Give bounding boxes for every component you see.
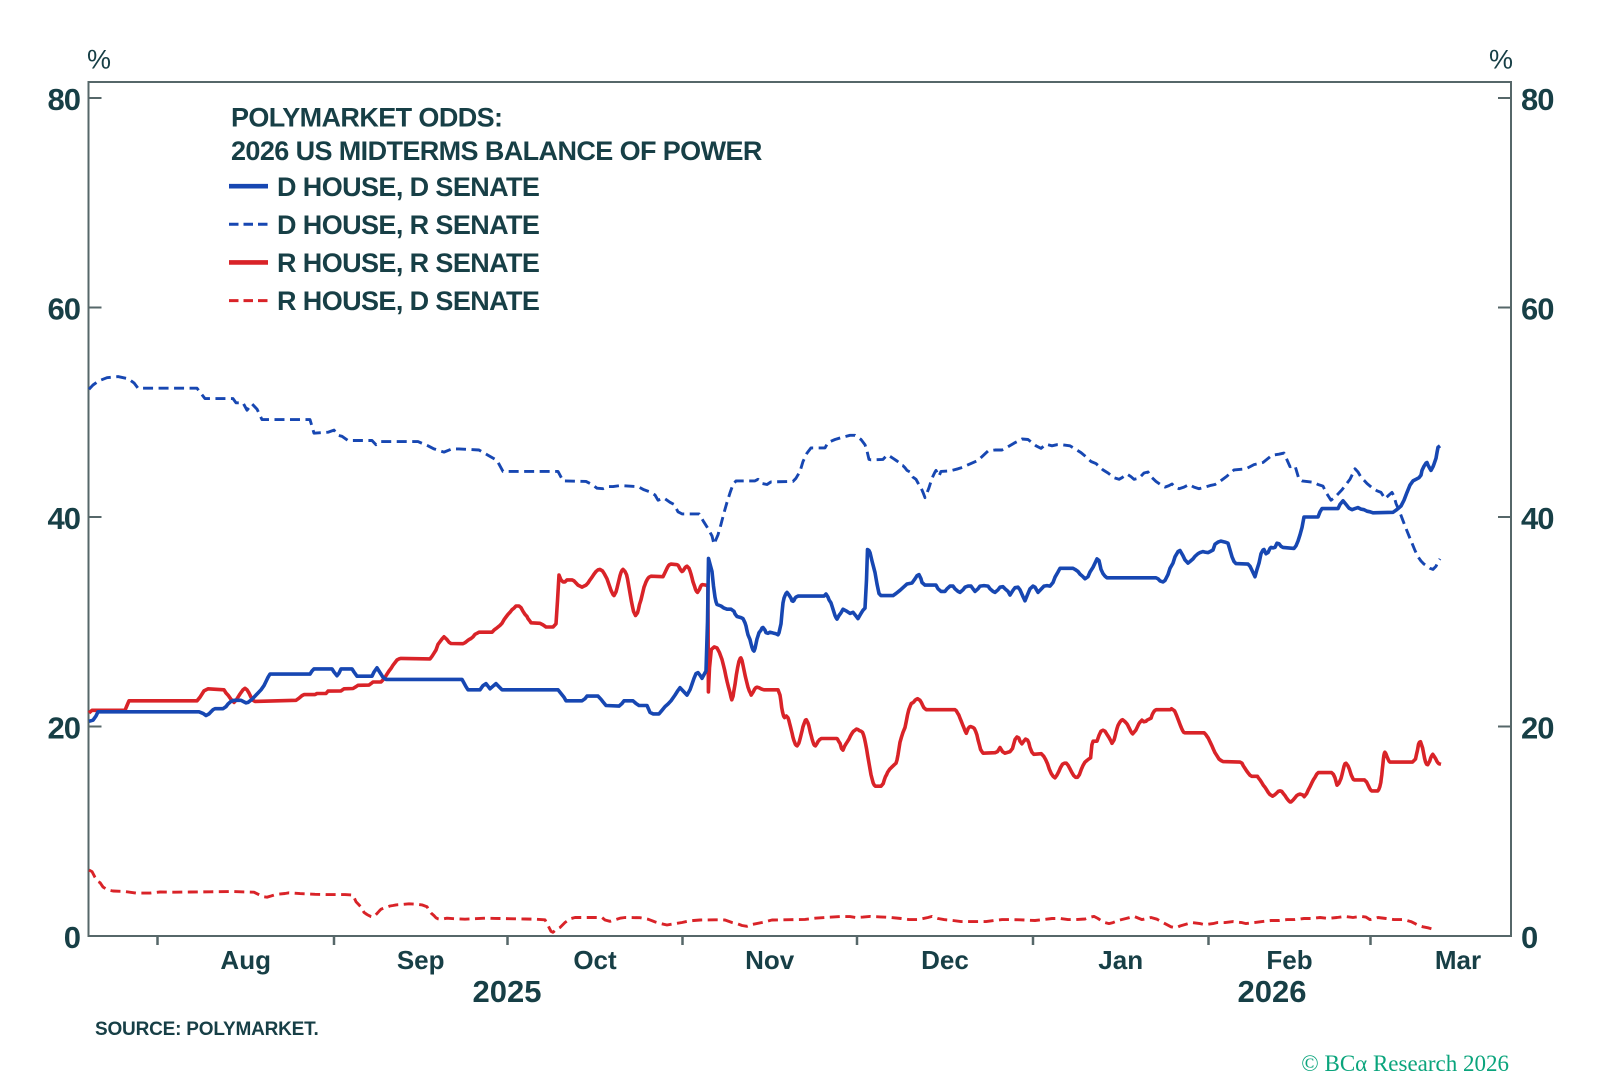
svg-text:60: 60	[48, 292, 80, 327]
svg-text:Jan: Jan	[1098, 945, 1143, 975]
svg-text:Aug: Aug	[220, 945, 271, 975]
svg-text:20: 20	[48, 711, 80, 746]
svg-text:© BCα Research 2026: © BCα Research 2026	[1301, 1051, 1509, 1076]
svg-text:SOURCE: POLYMARKET.: SOURCE: POLYMARKET.	[95, 1019, 319, 1040]
svg-text:20: 20	[1521, 711, 1553, 746]
svg-text:R HOUSE, D SENATE: R HOUSE, D SENATE	[277, 286, 539, 316]
svg-text:60: 60	[1521, 292, 1553, 327]
svg-text:Dec: Dec	[921, 945, 969, 975]
svg-text:0: 0	[1521, 920, 1537, 955]
svg-text:Mar: Mar	[1435, 945, 1481, 975]
svg-text:80: 80	[1521, 82, 1553, 117]
svg-text:D HOUSE, R SENATE: D HOUSE, R SENATE	[277, 210, 539, 240]
svg-text:Nov: Nov	[745, 945, 795, 975]
svg-text:2025: 2025	[473, 974, 542, 1009]
svg-text:40: 40	[1521, 501, 1553, 536]
svg-text:Feb: Feb	[1266, 945, 1312, 975]
svg-text:2026: 2026	[1238, 974, 1307, 1009]
svg-text:%: %	[87, 45, 111, 75]
svg-text:D HOUSE, D SENATE: D HOUSE, D SENATE	[277, 172, 539, 202]
svg-text:Oct: Oct	[573, 945, 617, 975]
svg-text:0: 0	[64, 920, 80, 955]
svg-text:POLYMARKET ODDS:: POLYMARKET ODDS:	[231, 103, 502, 133]
svg-text:R HOUSE, R SENATE: R HOUSE, R SENATE	[277, 248, 539, 278]
svg-text:80: 80	[48, 82, 80, 117]
svg-text:%: %	[1489, 45, 1513, 75]
svg-text:2026 US MIDTERMS BALANCE OF PO: 2026 US MIDTERMS BALANCE OF POWER	[231, 136, 762, 166]
svg-text:Sep: Sep	[397, 945, 445, 975]
svg-text:40: 40	[48, 501, 80, 536]
